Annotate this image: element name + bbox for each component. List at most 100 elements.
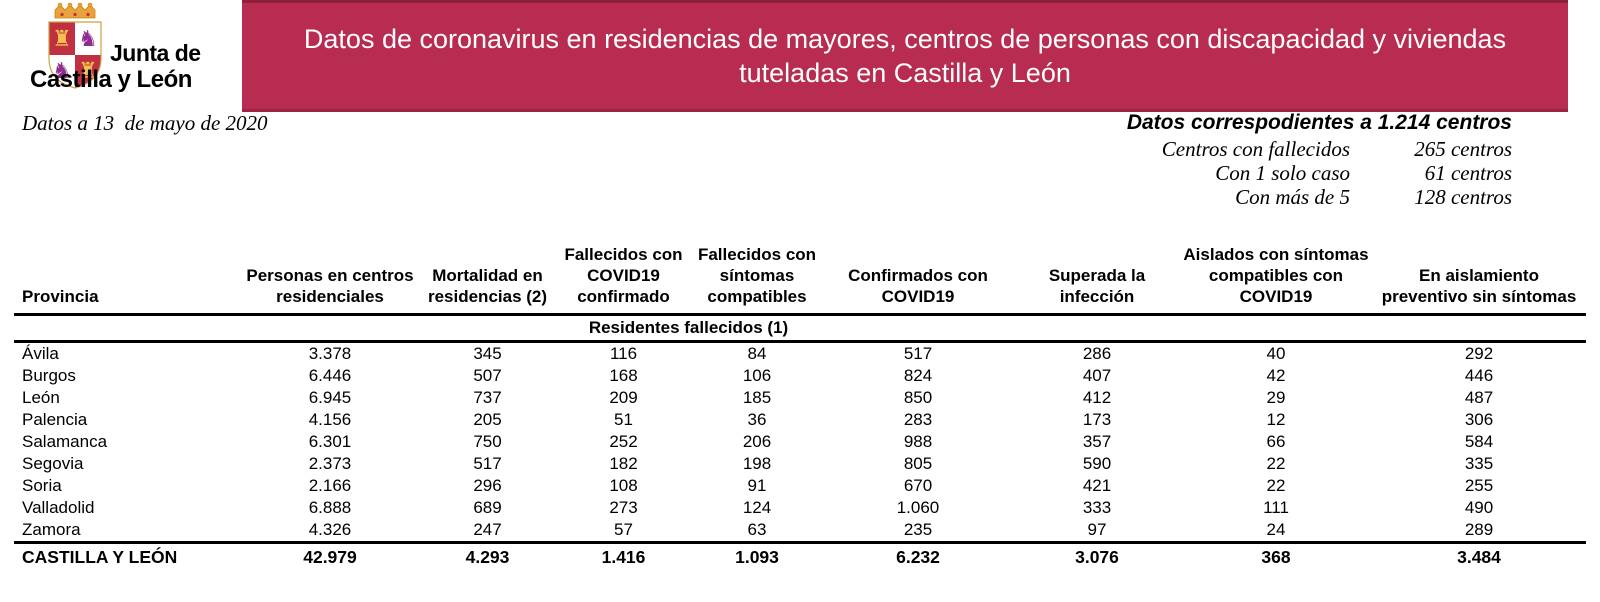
column-header: Fallecidos con síntomas compatibles — [692, 242, 822, 316]
value-cell: 255 — [1464, 476, 1494, 495]
province-cell: Valladolid — [22, 498, 95, 517]
value-cell: 111 — [1263, 498, 1289, 517]
value-cell: 824 — [903, 366, 933, 385]
value-cell: 205 — [473, 410, 502, 429]
banner-title-line2: tuteladas en Castilla y León — [739, 58, 1071, 88]
value-cell: 209 — [609, 388, 638, 407]
value-cell: 6.446 — [308, 366, 352, 385]
value-cell: 66 — [1266, 432, 1286, 451]
value-cell: 286 — [1082, 344, 1112, 363]
summary-row-label: Centros con fallecidos — [1161, 137, 1350, 161]
value-cell: 247 — [473, 520, 502, 539]
value-cell: 737 — [473, 388, 502, 407]
value-cell: 487 — [1464, 388, 1494, 407]
value-cell: 4.156 — [308, 410, 352, 429]
value-cell: 24 — [1266, 520, 1286, 539]
value-cell: 51 — [614, 410, 633, 429]
subheader-label: Residentes fallecidos (1) — [555, 314, 822, 343]
value-cell: 2.166 — [308, 476, 352, 495]
column-header: Personas en centros residenciales — [240, 242, 420, 316]
value-cell: 182 — [609, 454, 638, 473]
value-cell: 421 — [1082, 476, 1112, 495]
value-cell: 517 — [903, 344, 933, 363]
value-cell: 507 — [473, 366, 502, 385]
value-cell: 40 — [1266, 344, 1286, 363]
table-subheader-row: Residentes fallecidos (1) — [14, 314, 1586, 343]
column-header: Provincia — [14, 242, 240, 316]
province-cell: Ávila — [22, 344, 59, 363]
value-cell: 750 — [473, 432, 502, 451]
junta-logo: ♜ ♞ ♞ ♜ Junta de Castilla y León — [30, 0, 244, 96]
value-cell: 12 — [1266, 410, 1286, 429]
value-cell: 116 — [609, 344, 638, 363]
column-header: Mortalidad en residencias (2) — [420, 242, 555, 316]
value-cell: 198 — [742, 454, 772, 473]
value-cell: 36 — [747, 410, 767, 429]
table-row: Palencia 4.156 205 51 36 283 173 12 306 — [14, 409, 1586, 431]
table-header-row: Provincia Personas en centros residencial… — [14, 242, 1586, 316]
table-body: Ávila 3.378 345 116 84 517 286 40 292 Burgos 6.446… — [14, 342, 1586, 570]
value-cell: 6.888 — [308, 498, 352, 517]
subheader-spacer-right — [822, 314, 1586, 343]
table-row: Zamora 4.326 247 57 63 235 97 24 289 — [14, 519, 1586, 543]
value-cell: 850 — [903, 388, 933, 407]
value-cell: 42 — [1266, 366, 1286, 385]
total-label-cell: CASTILLA Y LEÓN — [14, 541, 240, 570]
province-cell: Segovia — [22, 454, 84, 473]
summary-row-label: Con 1 solo caso — [1215, 161, 1350, 185]
value-cell: 357 — [1082, 432, 1112, 451]
column-header: En aislamiento preventivo sin síntomas — [1372, 242, 1586, 316]
covid-data-table: Provincia Personas en centros residencial… — [14, 242, 1586, 570]
total-value-cell: 4.293 — [420, 541, 555, 570]
value-cell: 185 — [742, 388, 772, 407]
value-cell: 57 — [614, 520, 633, 539]
province-cell: Palencia — [22, 410, 88, 429]
banner-title-line1: Datos de coronavirus en residencias de m… — [303, 24, 1507, 54]
value-cell: 22 — [1266, 454, 1286, 473]
coat-of-arms-icon: ♜ ♞ ♞ ♜ — [48, 2, 102, 89]
province-cell: Zamora — [22, 520, 81, 539]
value-cell: 22 — [1266, 476, 1286, 495]
value-cell: 235 — [903, 520, 933, 539]
svg-text:♞: ♞ — [78, 27, 98, 52]
svg-text:♞: ♞ — [52, 59, 72, 84]
value-cell: 124 — [742, 498, 772, 517]
value-cell: 584 — [1464, 432, 1494, 451]
table-row: Valladolid 6.888 689 273 124 1.060 333 111 490 — [14, 497, 1586, 519]
value-cell: 689 — [473, 498, 502, 517]
value-cell: 63 — [747, 520, 767, 539]
total-value-cell: 42.979 — [240, 541, 420, 570]
value-cell: 84 — [747, 344, 767, 363]
centers-summary-rows: Centros con fallecidos 265 centros Con 1 s… — [1127, 137, 1512, 209]
column-header: Fallecidos con COVID19 confirmado — [555, 242, 692, 316]
report-date: Datos a 13 de mayo de 2020 — [22, 111, 268, 135]
province-cell: Soria — [22, 476, 62, 495]
table-row: Salamanca 6.301 750 252 206 988 357 66 584 — [14, 431, 1586, 453]
table-row: Segovia 2.373 517 182 198 805 590 22 335 — [14, 453, 1586, 475]
value-cell: 91 — [747, 476, 767, 495]
centers-summary-title: Datos correspodientes a 1.214 centros — [1126, 111, 1512, 134]
value-cell: 106 — [742, 366, 772, 385]
column-header: Superada la infección — [1014, 242, 1180, 316]
value-cell: 6.945 — [308, 388, 352, 407]
title-banner: Datos de coronavirus en residencias de m… — [242, 0, 1568, 112]
value-cell: 283 — [903, 410, 933, 429]
subheader-spacer-left — [14, 314, 555, 343]
value-cell: 412 — [1082, 388, 1112, 407]
column-header: Confirmados con COVID19 — [822, 242, 1014, 316]
value-cell: 517 — [473, 454, 502, 473]
total-value-cell: 3.484 — [1372, 541, 1586, 570]
value-cell: 306 — [1464, 410, 1494, 429]
value-cell: 2.373 — [308, 454, 352, 473]
value-cell: 252 — [609, 432, 638, 451]
value-cell: 97 — [1087, 520, 1107, 539]
value-cell: 805 — [903, 454, 933, 473]
column-header: Aislados con síntomas compatibles con CO… — [1180, 242, 1372, 316]
value-cell: 6.301 — [308, 432, 352, 451]
value-cell: 296 — [473, 476, 502, 495]
value-cell: 345 — [473, 344, 502, 363]
value-cell: 335 — [1464, 454, 1494, 473]
value-cell: 168 — [609, 366, 638, 385]
logo-text-line1: Junta de — [110, 40, 201, 66]
value-cell: 446 — [1464, 366, 1494, 385]
